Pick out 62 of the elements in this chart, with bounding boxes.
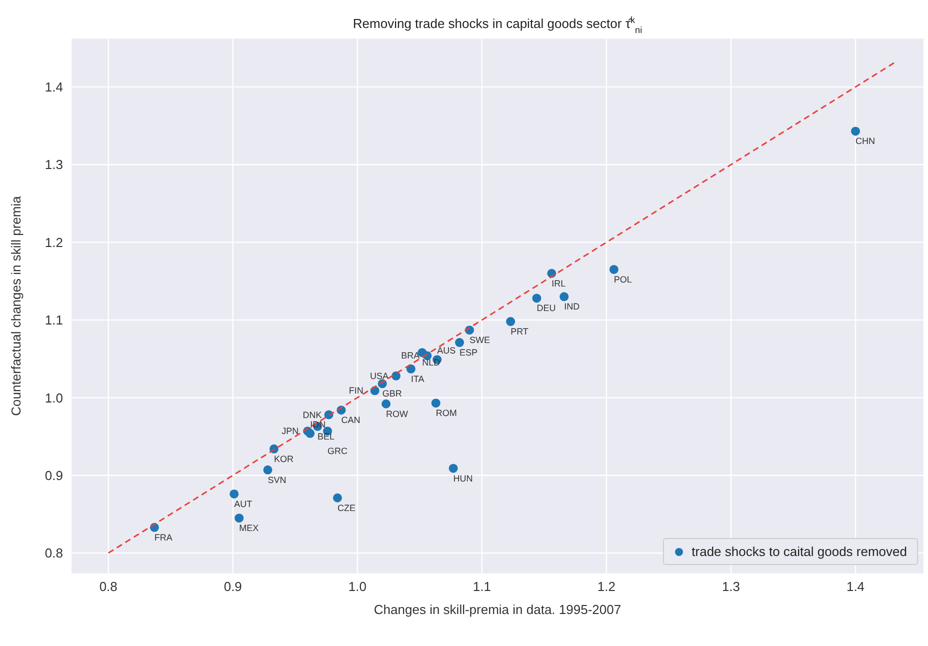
annotation: KOR bbox=[274, 454, 294, 464]
point bbox=[382, 399, 391, 408]
annotation: POL bbox=[614, 274, 632, 284]
annotation: AUS bbox=[437, 346, 456, 356]
point bbox=[230, 489, 239, 498]
point bbox=[306, 428, 315, 438]
point bbox=[234, 514, 244, 523]
point bbox=[263, 465, 272, 474]
point bbox=[455, 338, 464, 348]
annotation: ESP bbox=[460, 348, 478, 358]
annotation: IND bbox=[564, 302, 580, 312]
y-tick-label: 1.4 bbox=[44, 80, 63, 95]
x-tick-label: 1.4 bbox=[846, 579, 865, 594]
annotation: ITA bbox=[410, 374, 424, 384]
y-tick-label: 1.0 bbox=[44, 390, 63, 406]
annotation: AUT bbox=[234, 498, 253, 509]
point bbox=[560, 292, 569, 302]
annotation: GRC bbox=[328, 446, 348, 456]
x-tick-label: 1.2 bbox=[597, 579, 616, 594]
annotation: JPN bbox=[282, 426, 299, 436]
point bbox=[332, 493, 342, 502]
annotation: USA bbox=[370, 370, 389, 381]
annotation: BRA bbox=[401, 350, 420, 361]
x-tick-label: 1.0 bbox=[348, 579, 366, 594]
point bbox=[851, 126, 860, 136]
x-tick-label: 0.8 bbox=[99, 579, 118, 594]
point bbox=[448, 464, 458, 473]
annotation: IRL bbox=[552, 278, 566, 288]
y-tick-label: 1.2 bbox=[44, 234, 63, 250]
annotation: ROW bbox=[386, 408, 409, 419]
annotation: PRT bbox=[510, 326, 529, 337]
y-tick-label: 1.1 bbox=[44, 312, 63, 328]
annotation: SVN bbox=[268, 474, 286, 485]
y-tick-label: 1.3 bbox=[44, 157, 63, 172]
point bbox=[431, 398, 440, 408]
annotation: DNK bbox=[302, 410, 322, 420]
annotation: HUN bbox=[453, 473, 473, 484]
x-axis-title: Changes in skill-premia in data. 1995-2007 bbox=[374, 602, 622, 617]
annotation: MEX bbox=[239, 523, 259, 534]
annotation: CZE bbox=[337, 502, 356, 513]
point bbox=[532, 294, 542, 303]
annotation: ROM bbox=[436, 408, 457, 418]
x-tick-label: 1.3 bbox=[722, 579, 740, 594]
annotation: BEL bbox=[318, 431, 335, 442]
legend-label: trade shocks to caital goods removed bbox=[692, 544, 907, 559]
point bbox=[506, 317, 516, 326]
annotation: FIN bbox=[348, 386, 364, 396]
annotation: SWE bbox=[469, 335, 490, 346]
annotation: FRA bbox=[154, 532, 172, 542]
annotation: IDN bbox=[310, 419, 326, 430]
y-tick-label: 0.8 bbox=[44, 546, 63, 561]
point bbox=[406, 364, 416, 374]
y-axis-title: Counterfactual changes in skill premia bbox=[8, 195, 24, 416]
annotation: GBR bbox=[382, 388, 402, 399]
annotation: CAN bbox=[341, 415, 360, 426]
annotation: DEU bbox=[536, 303, 556, 314]
annotation: CHN bbox=[856, 136, 876, 146]
x-tick-label: 1.1 bbox=[472, 579, 491, 594]
y-tick-label: 0.9 bbox=[44, 468, 63, 483]
x-tick-label: 0.9 bbox=[224, 579, 242, 594]
annotation: NLD bbox=[422, 358, 441, 368]
point bbox=[609, 264, 618, 274]
